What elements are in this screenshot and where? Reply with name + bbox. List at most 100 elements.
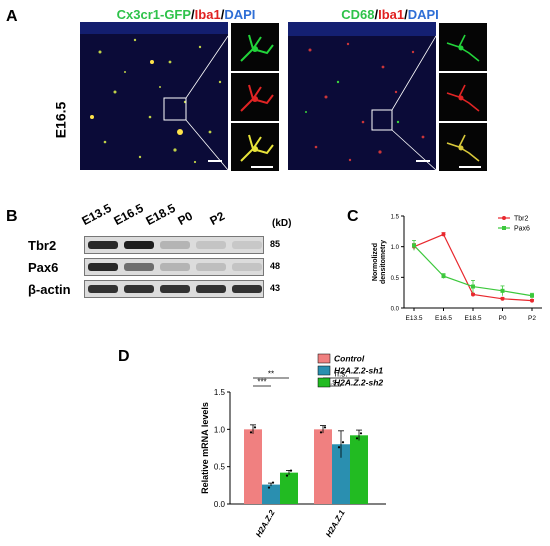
x-tick-label: P0 <box>499 315 507 322</box>
panel-a-right-title: CD68/Iba1/DAPI <box>290 6 490 24</box>
blot-band <box>88 263 118 271</box>
title-segment: DAPI <box>407 7 439 22</box>
legend-label: H2A.Z.2-sh2 <box>334 378 383 388</box>
bar <box>244 429 262 504</box>
x-tick-label: E18.5 <box>465 315 482 322</box>
data-point <box>530 298 534 303</box>
inset-right-green <box>438 22 488 72</box>
data-dot <box>285 474 289 477</box>
blot-band <box>196 285 226 293</box>
blot-band <box>232 263 262 271</box>
significance-label: ** <box>268 370 274 379</box>
x-category-label: H2A.Z.1 <box>324 508 347 539</box>
kd-value: 85 <box>270 239 281 249</box>
data-dot <box>355 437 359 440</box>
blot-row-label: β-actin <box>28 282 71 297</box>
legend-label: Control <box>334 354 365 364</box>
y-axis-label-line: densitometry <box>380 240 387 284</box>
lane-label: E16.5 <box>111 200 146 228</box>
bar <box>314 429 332 504</box>
panel-b-letter: B <box>6 208 18 225</box>
lane-label: E18.5 <box>143 200 178 228</box>
blot-band <box>124 263 154 271</box>
kd-header: (kD) <box>272 218 292 229</box>
title-segment: CD68 <box>341 7 375 22</box>
y-tick-label: 1.0 <box>214 425 226 434</box>
kd-value: 43 <box>270 283 281 293</box>
y-axis-label-line: Normolized <box>372 243 379 281</box>
stage-label: E16.5 <box>52 101 69 139</box>
lane-label: E13.5 <box>79 200 114 228</box>
data-dot <box>253 426 257 429</box>
title-segment: / <box>191 7 195 22</box>
blot-row-label: Tbr2 <box>28 238 57 253</box>
inset-left-red <box>230 72 280 122</box>
x-tick-label: E16.5 <box>435 315 452 322</box>
data-dot <box>249 431 253 434</box>
legend-swatch <box>317 377 331 388</box>
y-tick-label: 0.5 <box>391 276 400 282</box>
inset-left-green <box>230 22 280 72</box>
data-point <box>500 288 505 293</box>
legend-label: Tbr2 <box>514 216 529 223</box>
blot-band <box>232 241 262 249</box>
data-point <box>412 243 416 248</box>
significance-label: *** <box>257 378 266 387</box>
inset-right-merge <box>438 122 488 172</box>
legend-swatch <box>317 353 331 364</box>
lane-label: P0 <box>175 208 195 228</box>
data-dot <box>337 446 341 449</box>
title-segment: Cx3cr1-GFP <box>116 7 192 22</box>
data-dot <box>359 432 363 435</box>
inset-left-merge <box>230 122 280 172</box>
y-axis-label: Normolizeddensitometry <box>372 240 387 284</box>
blot-band <box>160 285 190 293</box>
title-segment: Iba1 <box>378 7 405 22</box>
blot-band <box>232 285 262 293</box>
y-axis-label: Relative mRNA levels <box>200 402 210 494</box>
title-segment: Iba1 <box>194 7 221 22</box>
legend-marker <box>502 216 506 220</box>
lane-label: P2 <box>207 208 227 228</box>
blot-band <box>196 241 226 249</box>
blot-band <box>88 241 118 249</box>
data-point <box>530 293 534 298</box>
bar <box>262 484 280 504</box>
blot-band <box>196 263 226 271</box>
kd-value: 48 <box>270 261 281 271</box>
data-point <box>441 274 446 279</box>
blot-band <box>160 241 190 249</box>
data-dot <box>323 426 327 429</box>
data-dot <box>267 486 271 489</box>
data-point <box>471 292 475 297</box>
micrograph-left-texture <box>80 22 228 170</box>
blot-band <box>160 263 190 271</box>
data-dot <box>289 469 293 472</box>
y-tick-label: 1.5 <box>391 215 400 221</box>
bar-chart: 0.0 0.5 1.0 1.5 Relative mRNA levels H2A.Z.2 H… <box>200 353 386 539</box>
bar <box>332 444 350 504</box>
y-tick-label: 1.0 <box>391 245 400 251</box>
panel-d-letter: D <box>118 348 130 365</box>
legend-swatch <box>317 365 331 376</box>
panel-c-letter: C <box>347 208 359 225</box>
blot-band <box>124 241 154 249</box>
panel-a-letter: A <box>6 8 18 25</box>
title-segment: / <box>374 7 379 22</box>
blot-band <box>124 285 154 293</box>
data-dot <box>341 441 345 444</box>
y-tick-label: 0.0 <box>391 307 400 313</box>
blot-band <box>88 285 118 293</box>
legend-label: H2A.Z.2-sh1 <box>334 366 383 376</box>
title-segment: / <box>404 7 408 22</box>
data-point <box>471 284 475 289</box>
y-tick-label: 0.0 <box>214 500 226 509</box>
blot-row-label: Pax6 <box>28 260 59 275</box>
inset-right-red <box>438 72 488 122</box>
micrograph-left <box>80 22 228 170</box>
legend-marker <box>502 226 506 230</box>
title-segment: DAPI <box>224 7 256 22</box>
bar <box>350 435 368 504</box>
significance-label: n.s. <box>326 378 339 387</box>
data-dot <box>319 431 323 434</box>
